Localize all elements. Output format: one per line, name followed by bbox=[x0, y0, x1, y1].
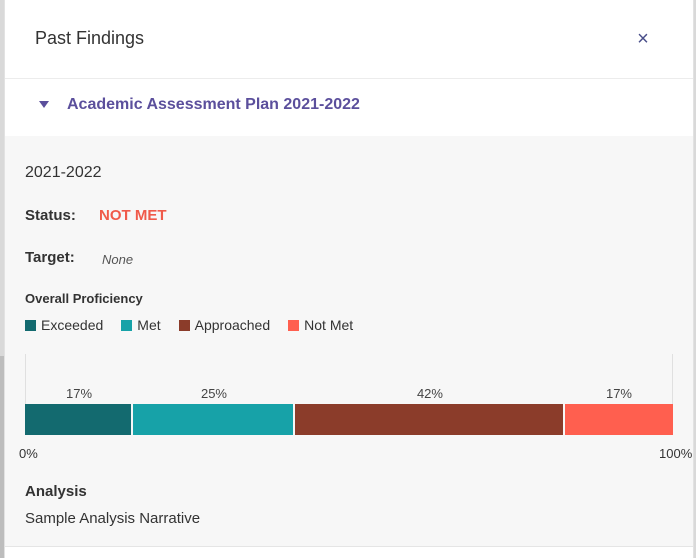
status-value: NOT MET bbox=[99, 207, 167, 224]
bar-segment bbox=[294, 404, 563, 435]
bar-segment-label: 25% bbox=[200, 386, 227, 401]
legend-item-met: Met bbox=[121, 317, 161, 333]
bar-segment-label: 17% bbox=[65, 386, 93, 401]
divider bbox=[5, 546, 693, 547]
axis-min-label: 0% bbox=[19, 446, 38, 461]
legend-swatch bbox=[178, 319, 190, 331]
legend-item-not-met: Not Met bbox=[288, 317, 353, 333]
legend-label: Exceeded bbox=[41, 317, 104, 333]
legend-swatch bbox=[25, 319, 36, 331]
proficiency-legend: Exceeded Met Approached Not Met bbox=[25, 316, 371, 334]
status-label: Status: bbox=[25, 207, 76, 224]
finding-year: 2021-2022 bbox=[25, 164, 102, 181]
bar-segment bbox=[25, 404, 131, 435]
legend-swatch bbox=[121, 319, 133, 331]
analysis-label: Analysis bbox=[25, 483, 87, 500]
background-overlay bbox=[0, 356, 4, 558]
target-value: None bbox=[102, 252, 134, 267]
bar-segment-label: 42% bbox=[416, 386, 443, 401]
finding-details: 2021-2022 Status: NOT MET Target: None O… bbox=[5, 136, 693, 546]
panel-title: Past Findings bbox=[35, 28, 145, 48]
target-label: Target: bbox=[25, 249, 75, 266]
legend-label: Not Met bbox=[304, 317, 354, 333]
legend-label: Approached bbox=[194, 317, 271, 333]
accordion-toggle[interactable]: Academic Assessment Plan 2021-2022 bbox=[5, 79, 693, 135]
legend-swatch bbox=[288, 319, 300, 331]
close-icon[interactable]: × bbox=[637, 28, 649, 50]
proficiency-label: Overall Proficiency bbox=[25, 291, 143, 306]
analysis-text: Sample Analysis Narrative bbox=[25, 510, 201, 527]
bar-segment-label: 17% bbox=[605, 386, 632, 401]
caret-down-icon bbox=[39, 101, 49, 108]
axis-end-line bbox=[672, 354, 673, 434]
proficiency-bar: 17% 25% 42% 17% bbox=[25, 386, 673, 436]
bar-segment bbox=[133, 404, 293, 435]
accordion-title[interactable]: Academic Assessment Plan 2021-2022 bbox=[67, 96, 360, 113]
axis-start-line bbox=[25, 354, 26, 434]
panel-header: Past Findings × bbox=[5, 0, 693, 79]
legend-item-approached: Approached bbox=[178, 317, 271, 333]
bar-segment bbox=[564, 404, 673, 435]
axis-max-label: 100% bbox=[659, 446, 693, 461]
legend-label: Met bbox=[137, 317, 161, 333]
past-findings-panel: Past Findings × Academic Assessment Plan… bbox=[4, 0, 694, 558]
legend-item-exceeded: Exceeded bbox=[25, 317, 103, 333]
